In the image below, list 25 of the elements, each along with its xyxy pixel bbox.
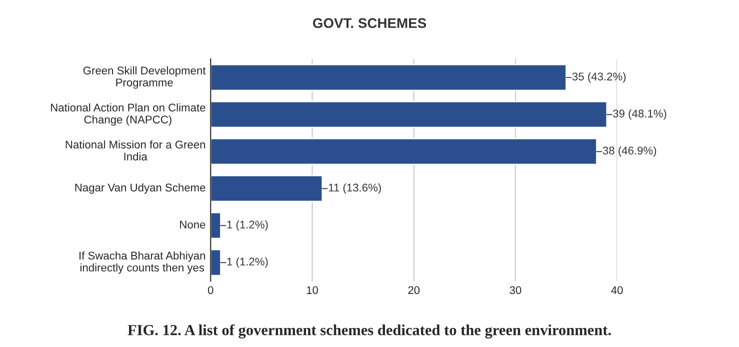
bar: [210, 100, 608, 128]
bar: [210, 64, 567, 92]
y-tick-label: If Swacha Bharat Abhiyan indirectly counts then yes: [80, 251, 206, 274]
data-label: 38 (46.9%): [602, 146, 656, 157]
x-tick-label: 30: [510, 286, 522, 294]
x-tick-label: 20: [408, 286, 420, 294]
data-label: 11 (13.6%): [328, 183, 381, 194]
data-label: 1 (1.2%): [227, 257, 268, 268]
chart-title: GOVT. SCHEMES: [312, 18, 426, 28]
x-tick-label: 40: [611, 286, 623, 294]
data-label: 1 (1.2%): [227, 220, 268, 231]
bar: [210, 212, 222, 240]
x-tick-label: 10: [306, 286, 318, 294]
y-tick-label: National Action Plan on Climate Change (NAPCC): [51, 103, 206, 126]
data-label: 39 (48.1%): [613, 109, 666, 120]
y-tick-label: None: [180, 220, 206, 229]
y-tick-label: Green Skill Development Programme: [83, 66, 206, 89]
data-label: 35 (43.2%): [572, 72, 626, 83]
caption: FIG. 12. A list of government schemes dedicated to the green environment.: [128, 324, 611, 338]
bar: [210, 138, 598, 166]
bar: [210, 174, 324, 202]
bar: [210, 248, 222, 276]
y-tick-label: Nagar Van Udyan Scheme: [75, 183, 206, 194]
y-tick-label: National Mission for a Green India: [66, 140, 206, 160]
x-tick-label: 0: [208, 286, 214, 294]
